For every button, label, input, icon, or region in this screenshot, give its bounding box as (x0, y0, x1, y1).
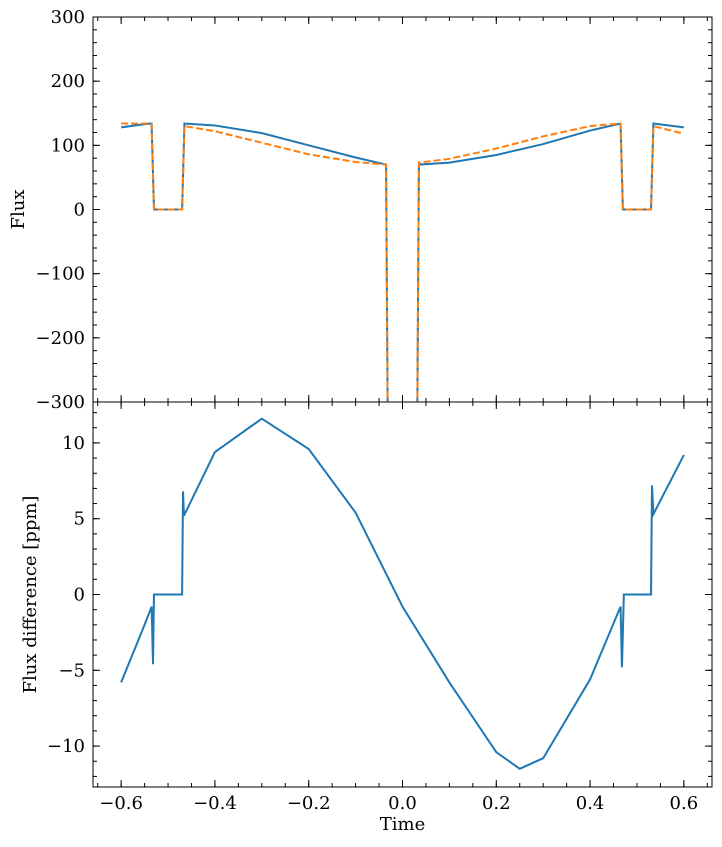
axes-frame (92, 401, 713, 788)
y-tick-label: 200 (51, 71, 85, 92)
y-tick-label: −100 (36, 264, 85, 285)
y-tick-label: 10 (62, 433, 85, 454)
y-tick-label: −200 (36, 328, 85, 349)
x-tick-label: 0.0 (388, 793, 417, 814)
y-tick-label: 300 (51, 7, 85, 28)
x-tick-label: −0.4 (193, 793, 237, 814)
data-line (121, 122, 685, 402)
y-tick-label: −10 (47, 736, 85, 757)
y-tick-label: 0 (74, 585, 85, 606)
x-tick-label: −0.2 (287, 793, 331, 814)
y-axis-label: Flux (8, 190, 29, 230)
data-line (120, 417, 685, 770)
x-tick-label: −0.6 (99, 793, 143, 814)
x-axis-label: Time (380, 814, 425, 835)
y-tick-label: −300 (36, 392, 85, 413)
axes-frame (92, 16, 713, 403)
x-tick-label: 0.6 (670, 793, 699, 814)
x-tick-label: 0.2 (482, 793, 511, 814)
x-tick-label: 0.4 (576, 793, 605, 814)
y-tick-label: 100 (51, 135, 85, 156)
y-tick-label: 0 (74, 200, 85, 221)
y-tick-label: −5 (58, 660, 85, 681)
y-tick-label: 5 (74, 509, 85, 530)
y-axis-label: Flux difference [ppm] (20, 496, 41, 694)
